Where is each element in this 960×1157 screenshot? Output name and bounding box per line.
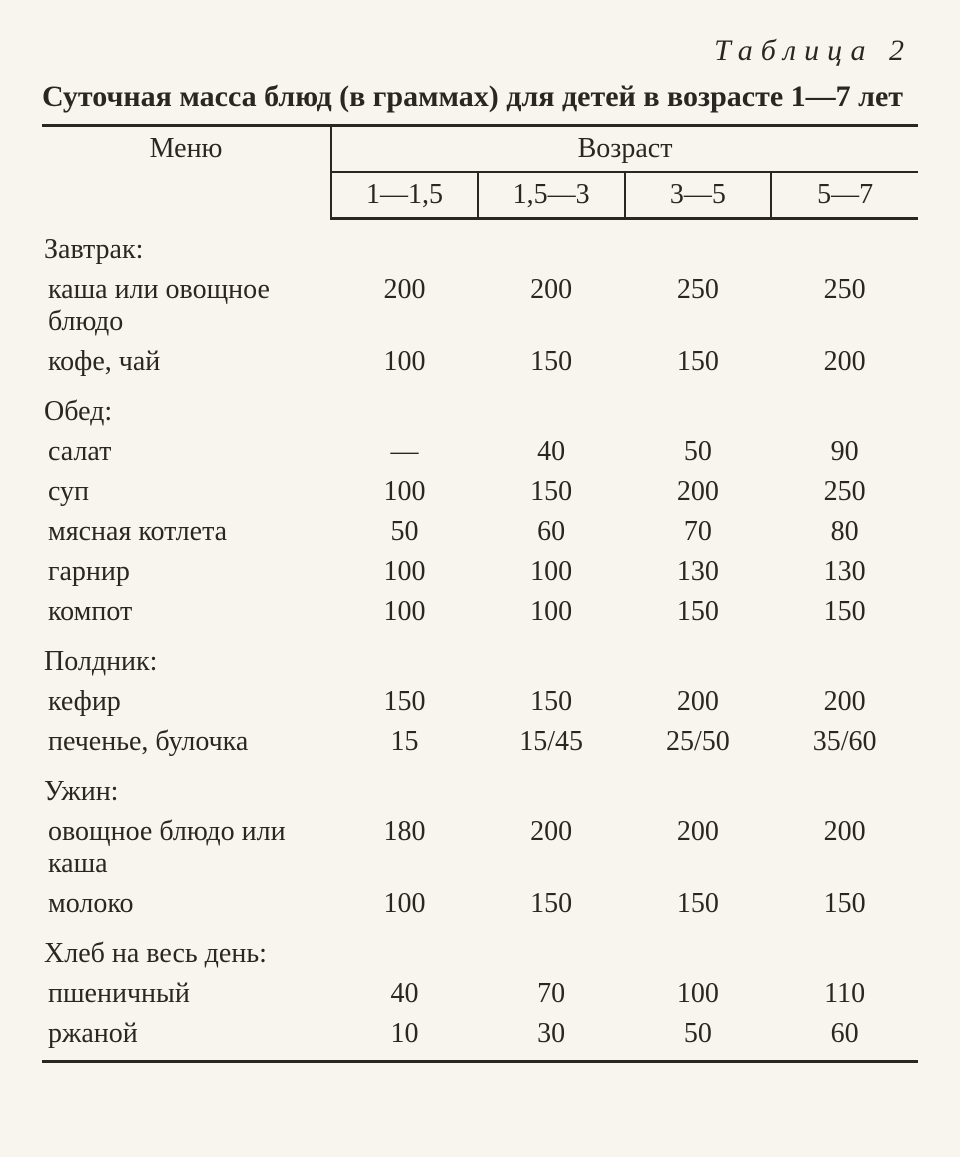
cell-value: 150 — [478, 472, 625, 512]
section-row: Завтрак: — [42, 218, 918, 270]
cell-value: 70 — [478, 974, 625, 1014]
cell-value: 100 — [331, 552, 478, 592]
cell-value: 50 — [625, 1014, 772, 1062]
cell-value: 100 — [331, 342, 478, 382]
cell-value: 50 — [625, 432, 772, 472]
row-label: каша или овощное блюдо — [42, 270, 331, 342]
cell-value: 150 — [625, 592, 772, 632]
cell-value: 100 — [478, 592, 625, 632]
cell-value: 250 — [771, 472, 918, 512]
row-label: гарнир — [42, 552, 331, 592]
cell-value: 200 — [625, 472, 772, 512]
table-row: кефир150150200200 — [42, 682, 918, 722]
table-row: салат—405090 — [42, 432, 918, 472]
col-header-age-3: 5—7 — [771, 172, 918, 219]
section-title: Полдник: — [42, 632, 918, 682]
table-row: мясная котлета50607080 — [42, 512, 918, 552]
cell-value: 150 — [478, 342, 625, 382]
cell-value: 150 — [331, 682, 478, 722]
table-row: компот100100150150 — [42, 592, 918, 632]
food-mass-table: Меню Возраст 1—1,5 1,5—3 3—5 5—7 Завтрак… — [42, 124, 918, 1063]
table-number-label: Таблица 2 — [42, 34, 912, 68]
cell-value: 100 — [331, 592, 478, 632]
col-header-age-group: Возраст — [331, 125, 918, 172]
cell-value: 130 — [771, 552, 918, 592]
section-row: Обед: — [42, 382, 918, 432]
cell-value: 200 — [771, 682, 918, 722]
cell-value: 250 — [625, 270, 772, 342]
row-label: салат — [42, 432, 331, 472]
cell-value: 35/60 — [771, 722, 918, 762]
cell-value: 15 — [331, 722, 478, 762]
cell-value: 60 — [771, 1014, 918, 1062]
cell-value: 150 — [771, 592, 918, 632]
row-label: мясная котлета — [42, 512, 331, 552]
row-label: ржаной — [42, 1014, 331, 1062]
cell-value: 100 — [625, 974, 772, 1014]
cell-value: 200 — [478, 270, 625, 342]
cell-value: 25/50 — [625, 722, 772, 762]
table-row: печенье, булочка1515/4525/5035/60 — [42, 722, 918, 762]
col-header-age-0: 1—1,5 — [331, 172, 478, 219]
cell-value: 200 — [625, 682, 772, 722]
cell-value: 200 — [771, 342, 918, 382]
table-row: пшеничный4070100110 — [42, 974, 918, 1014]
cell-value: 70 — [625, 512, 772, 552]
table-body: Завтрак:каша или овощное блюдо2002002502… — [42, 218, 918, 1061]
row-label: молоко — [42, 884, 331, 924]
table-row: ржаной10305060 — [42, 1014, 918, 1062]
col-header-menu: Меню — [42, 125, 331, 218]
cell-value: 100 — [478, 552, 625, 592]
section-title: Хлеб на весь день: — [42, 924, 918, 974]
cell-value: 100 — [331, 884, 478, 924]
cell-value: 150 — [478, 884, 625, 924]
cell-value: 150 — [478, 682, 625, 722]
cell-value: 200 — [478, 812, 625, 884]
cell-value: 80 — [771, 512, 918, 552]
cell-value: 180 — [331, 812, 478, 884]
table-row: овощное блюдо или каша180200200200 — [42, 812, 918, 884]
cell-value: — — [331, 432, 478, 472]
cell-value: 250 — [771, 270, 918, 342]
cell-value: 200 — [331, 270, 478, 342]
cell-value: 60 — [478, 512, 625, 552]
cell-value: 40 — [478, 432, 625, 472]
row-label: кофе, чай — [42, 342, 331, 382]
section-title: Завтрак: — [42, 218, 918, 270]
section-row: Полдник: — [42, 632, 918, 682]
table-row: молоко100150150150 — [42, 884, 918, 924]
cell-value: 150 — [625, 342, 772, 382]
cell-value: 50 — [331, 512, 478, 552]
section-title: Обед: — [42, 382, 918, 432]
row-label: пшеничный — [42, 974, 331, 1014]
row-label: суп — [42, 472, 331, 512]
row-label: печенье, булочка — [42, 722, 331, 762]
section-title: Ужин: — [42, 762, 918, 812]
cell-value: 200 — [625, 812, 772, 884]
section-row: Ужин: — [42, 762, 918, 812]
section-row: Хлеб на весь день: — [42, 924, 918, 974]
table-caption: Суточная масса блюд (в граммах) для дете… — [42, 78, 918, 116]
cell-value: 150 — [771, 884, 918, 924]
cell-value: 40 — [331, 974, 478, 1014]
col-header-age-2: 3—5 — [625, 172, 772, 219]
row-label: кефир — [42, 682, 331, 722]
cell-value: 10 — [331, 1014, 478, 1062]
table-row: гарнир100100130130 — [42, 552, 918, 592]
cell-value: 130 — [625, 552, 772, 592]
cell-value: 15/45 — [478, 722, 625, 762]
table-row: кофе, чай100150150200 — [42, 342, 918, 382]
cell-value: 150 — [625, 884, 772, 924]
row-label: компот — [42, 592, 331, 632]
cell-value: 90 — [771, 432, 918, 472]
cell-value: 30 — [478, 1014, 625, 1062]
col-header-age-1: 1,5—3 — [478, 172, 625, 219]
cell-value: 100 — [331, 472, 478, 512]
cell-value: 200 — [771, 812, 918, 884]
table-row: суп100150200250 — [42, 472, 918, 512]
row-label: овощное блюдо или каша — [42, 812, 331, 884]
table-row: каша или овощное блюдо200200250250 — [42, 270, 918, 342]
cell-value: 110 — [771, 974, 918, 1014]
